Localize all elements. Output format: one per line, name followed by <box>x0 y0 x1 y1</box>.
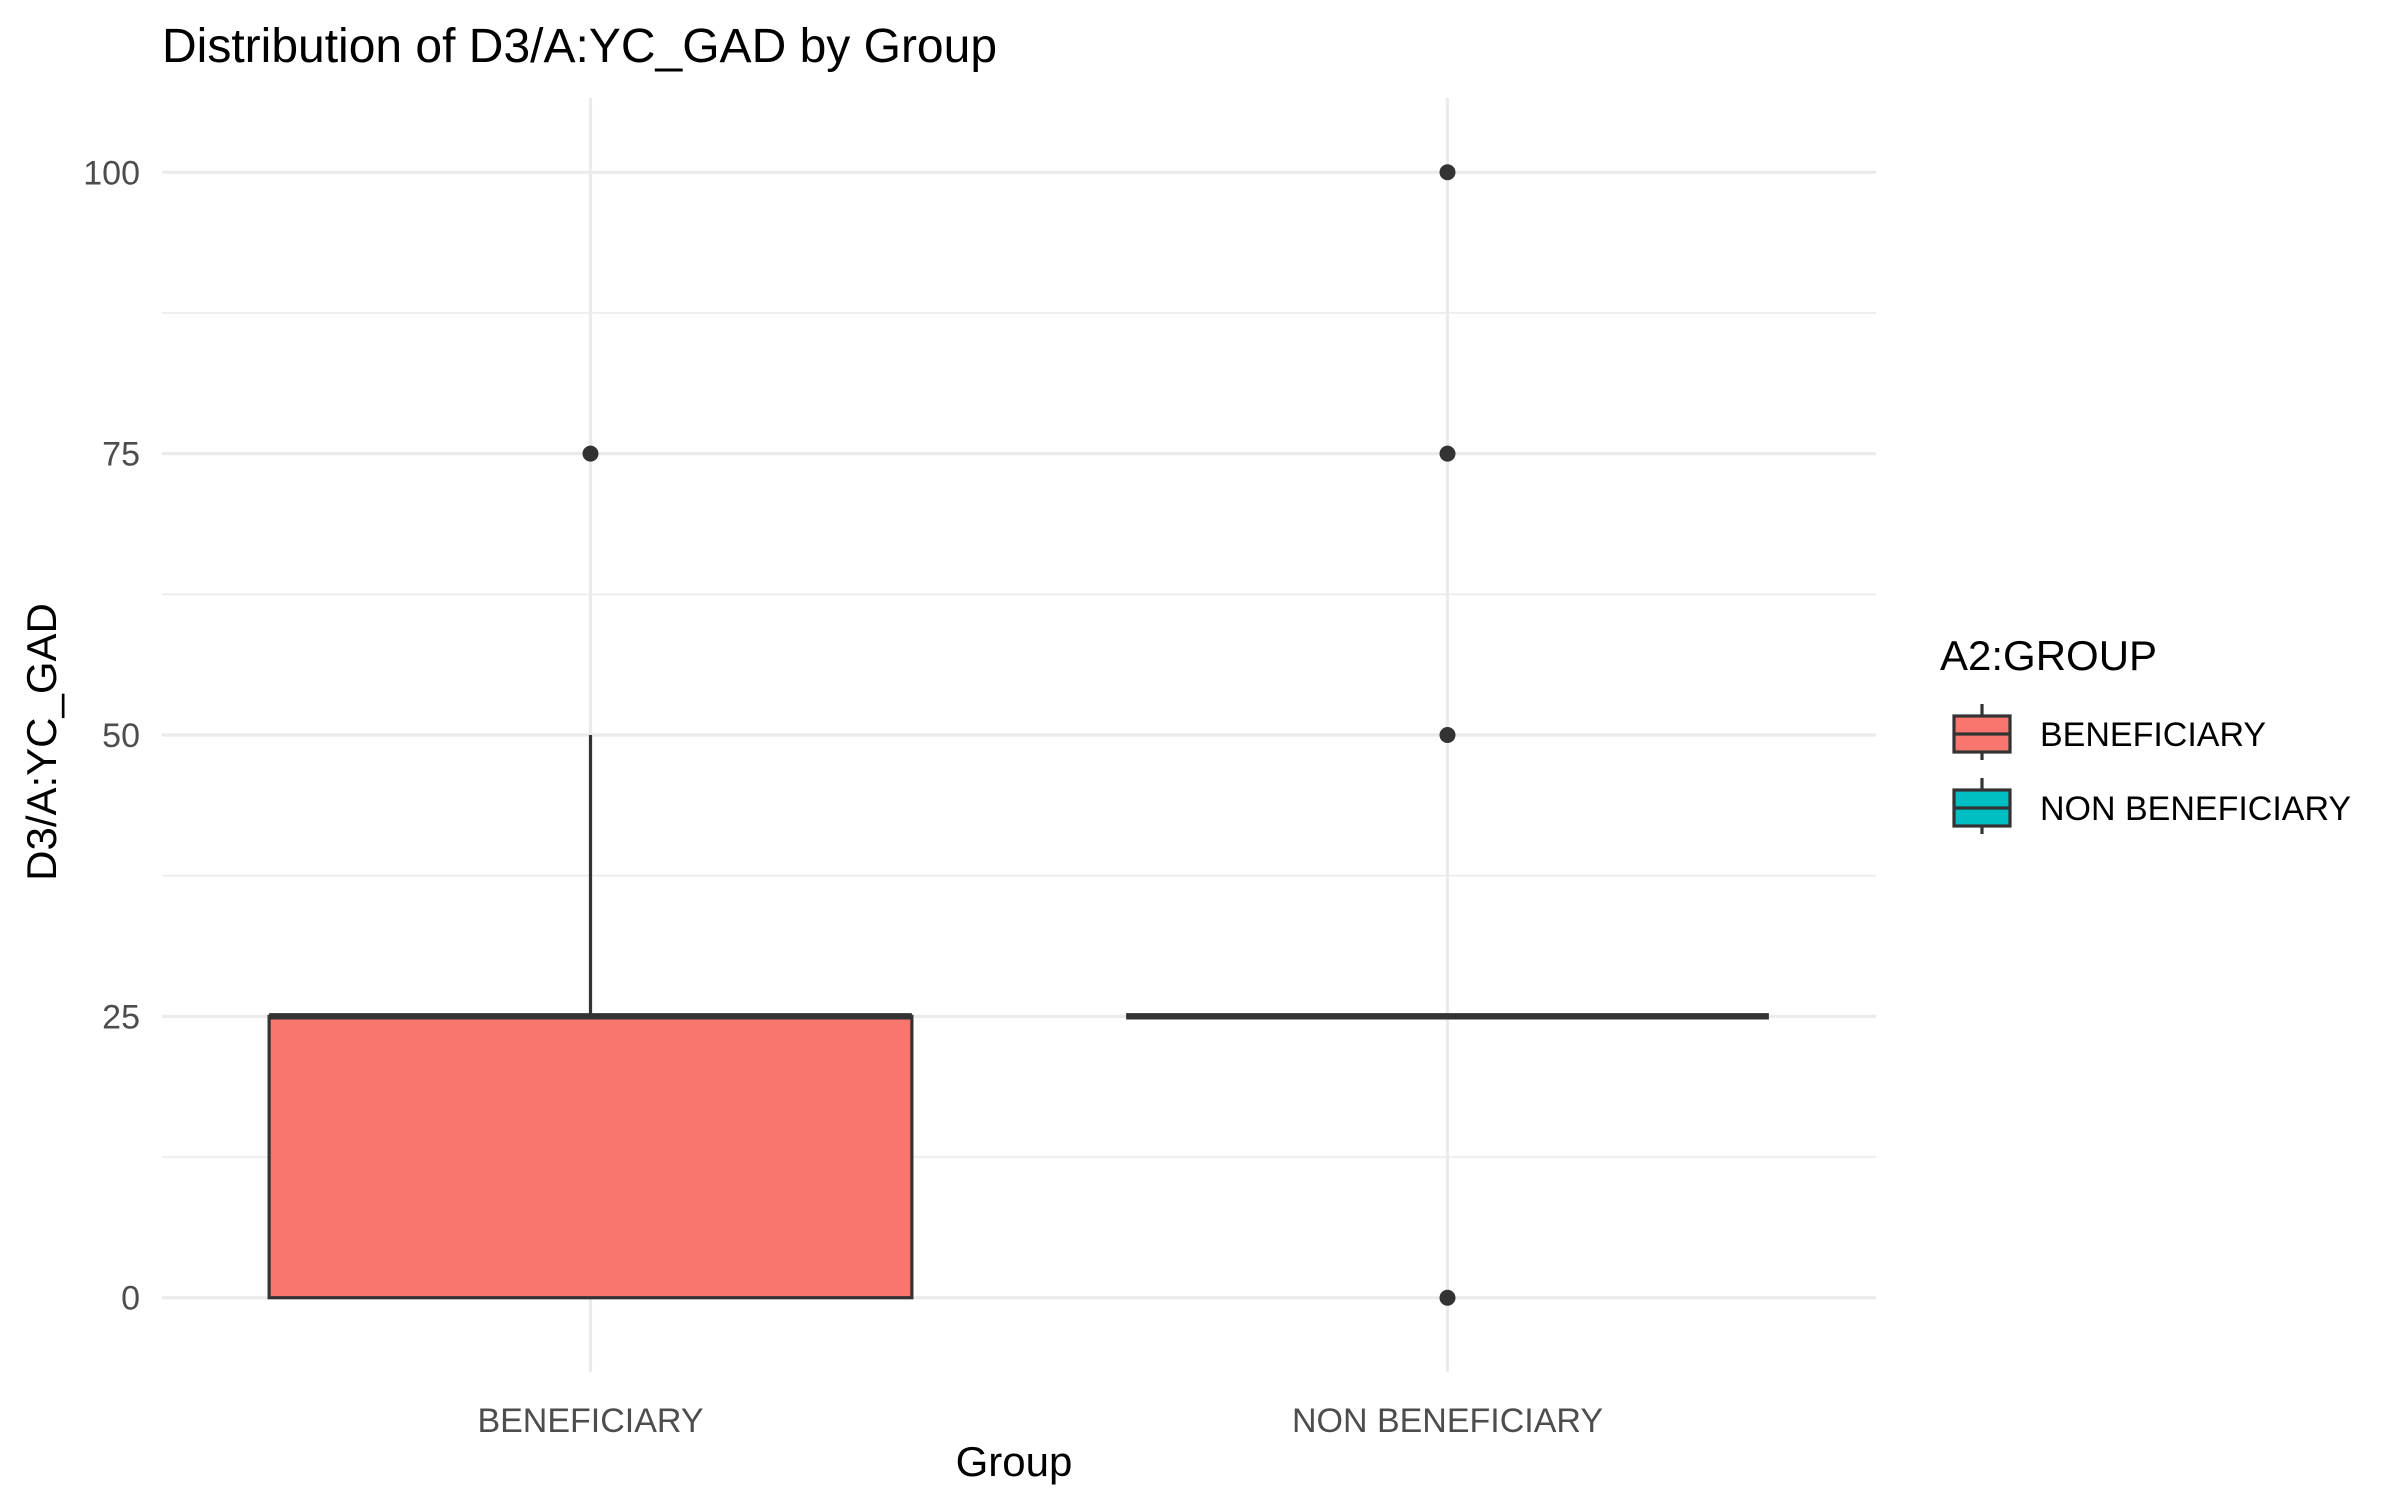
chart-title: Distribution of D3/A:YC_GAD by Group <box>162 20 997 73</box>
x-tick-label: NON BENEFICIARY <box>1292 1402 1603 1440</box>
boxes <box>267 164 1769 1306</box>
axis-ticks: 0 25 50 75 100 BENEFICIARY NON BENEFICIARY <box>83 154 1603 1440</box>
legend: A2:GROUP BENEFICIARY NON BENEFICIARY <box>1940 632 2351 834</box>
box-body <box>267 1014 914 1300</box>
x-tick-label: BENEFICIARY <box>477 1402 703 1440</box>
legend-label: BENEFICIARY <box>2040 716 2266 754</box>
outlier-point <box>582 445 599 462</box>
outlier-point <box>1439 1289 1456 1306</box>
outlier-point <box>1439 164 1456 181</box>
legend-item: NON BENEFICIARY <box>1952 778 2351 834</box>
y-tick-label: 25 <box>102 998 140 1036</box>
outlier-point <box>1439 727 1456 743</box>
x-axis-title: Group <box>956 1438 1073 1485</box>
outlier-point <box>1439 445 1456 462</box>
y-tick-label: 50 <box>102 717 140 755</box>
y-tick-label: 75 <box>102 436 140 474</box>
y-tick-label: 100 <box>83 154 140 192</box>
legend-label: NON BENEFICIARY <box>2040 790 2351 828</box>
box-group <box>1126 164 1769 1306</box>
box-group <box>267 445 914 1300</box>
legend-item: BENEFICIARY <box>1952 704 2266 760</box>
y-axis-title: D3/A:YC_GAD <box>18 603 65 881</box>
legend-title: A2:GROUP <box>1940 632 2157 679</box>
y-tick-label: 0 <box>121 1280 140 1318</box>
